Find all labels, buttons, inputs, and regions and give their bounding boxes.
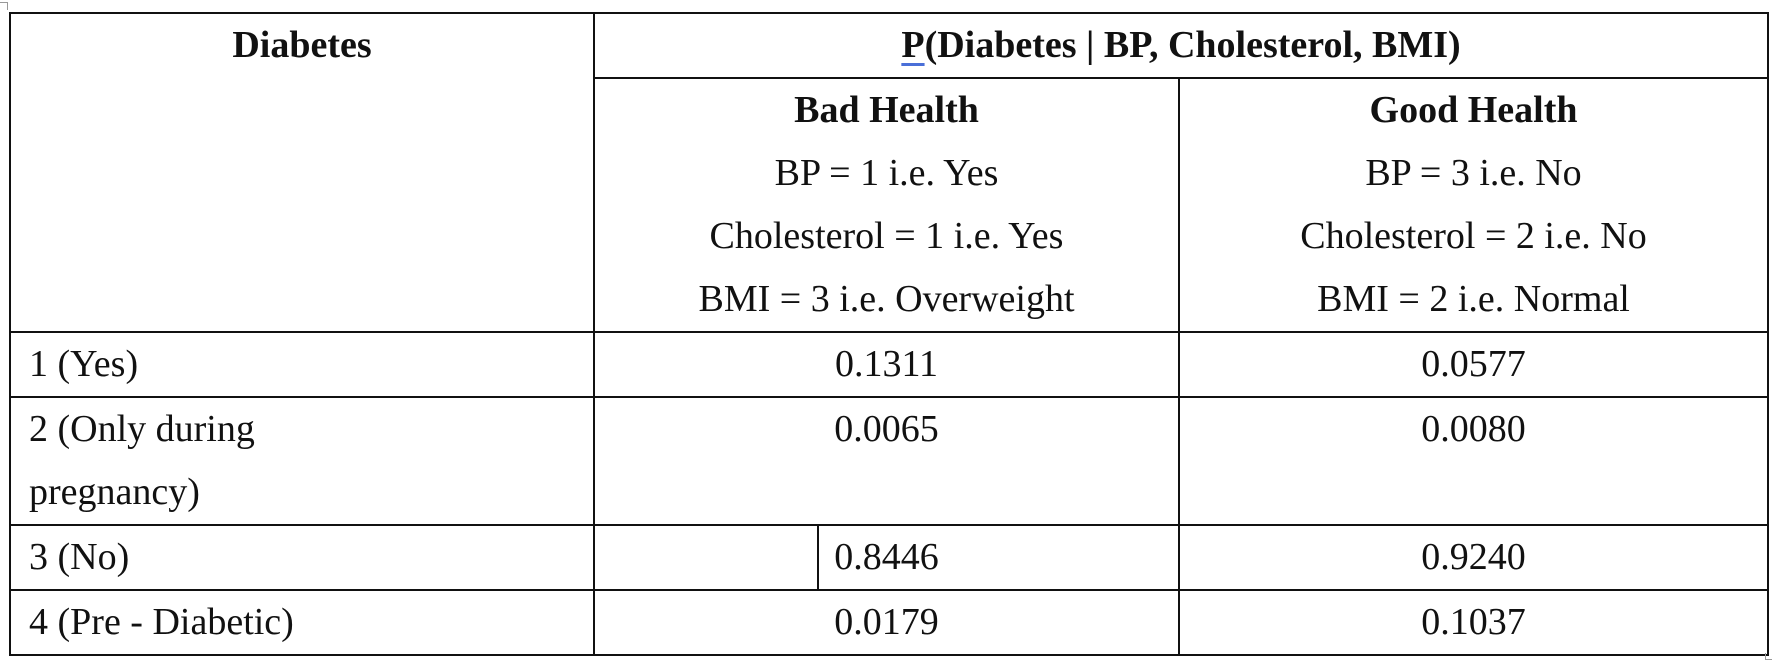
table-row: 1 (Yes) 0.1311 0.0577 [9,331,1770,398]
good-health-value: 0.0080 [1177,396,1770,526]
good-health-cholesterol: Cholesterol = 2 i.e. No [1300,215,1647,257]
bad-health-title: Bad Health [794,89,979,131]
bad-health-value: 0.1311 [593,331,1180,398]
row-label: 4 (Pre - Diabetic) [9,589,595,656]
good-health-bmi: BMI = 2 i.e. Normal [1317,278,1630,320]
row-label: 1 (Yes) [9,331,595,398]
table-header-row: Diabetes P(Diabetes | BP, Cholesterol, B… [9,12,1770,333]
page-corner-mark-bottom [1765,653,1772,660]
diabetes-column-header: Diabetes [9,12,595,333]
bad-health-header: Bad Health BP = 1 i.e. Yes Cholesterol =… [593,77,1180,333]
probability-table: Diabetes P(Diabetes | BP, Cholesterol, B… [9,12,1770,656]
bad-health-value: 0.8446 [593,524,1180,591]
good-health-value: 0.9240 [1177,524,1770,591]
good-health-value: 0.0577 [1177,331,1770,398]
bad-health-cholesterol: Cholesterol = 1 i.e. Yes [709,215,1064,257]
bad-health-value: 0.0179 [593,589,1180,656]
probability-header: P(Diabetes | BP, Cholesterol, BMI) [592,12,1770,79]
bad-health-bp: BP = 1 i.e. Yes [774,152,999,194]
good-health-title: Good Health [1369,89,1578,131]
row-label: 3 (No) [9,524,595,591]
condition-header-row: Bad Health BP = 1 i.e. Yes Cholesterol =… [10,77,1770,333]
row-label: 2 (Only during pregnancy) [9,396,595,526]
bad-health-bmi: BMI = 3 i.e. Overweight [698,278,1075,320]
bad-health-value: 0.0065 [593,396,1180,526]
good-health-header: Good Health BP = 3 i.e. No Cholesterol =… [1177,77,1770,333]
good-health-value: 0.1037 [1177,589,1770,656]
table-row: 2 (Only during pregnancy) 0.0065 0.0080 [9,396,1770,526]
good-health-bp: BP = 3 i.e. No [1365,152,1582,194]
table-row: 3 (No) 0.8446 0.9240 [9,524,1770,591]
text-cursor [817,526,819,590]
table-row: 4 (Pre - Diabetic) 0.0179 0.1037 [9,589,1770,656]
page-corner-mark [0,2,8,10]
